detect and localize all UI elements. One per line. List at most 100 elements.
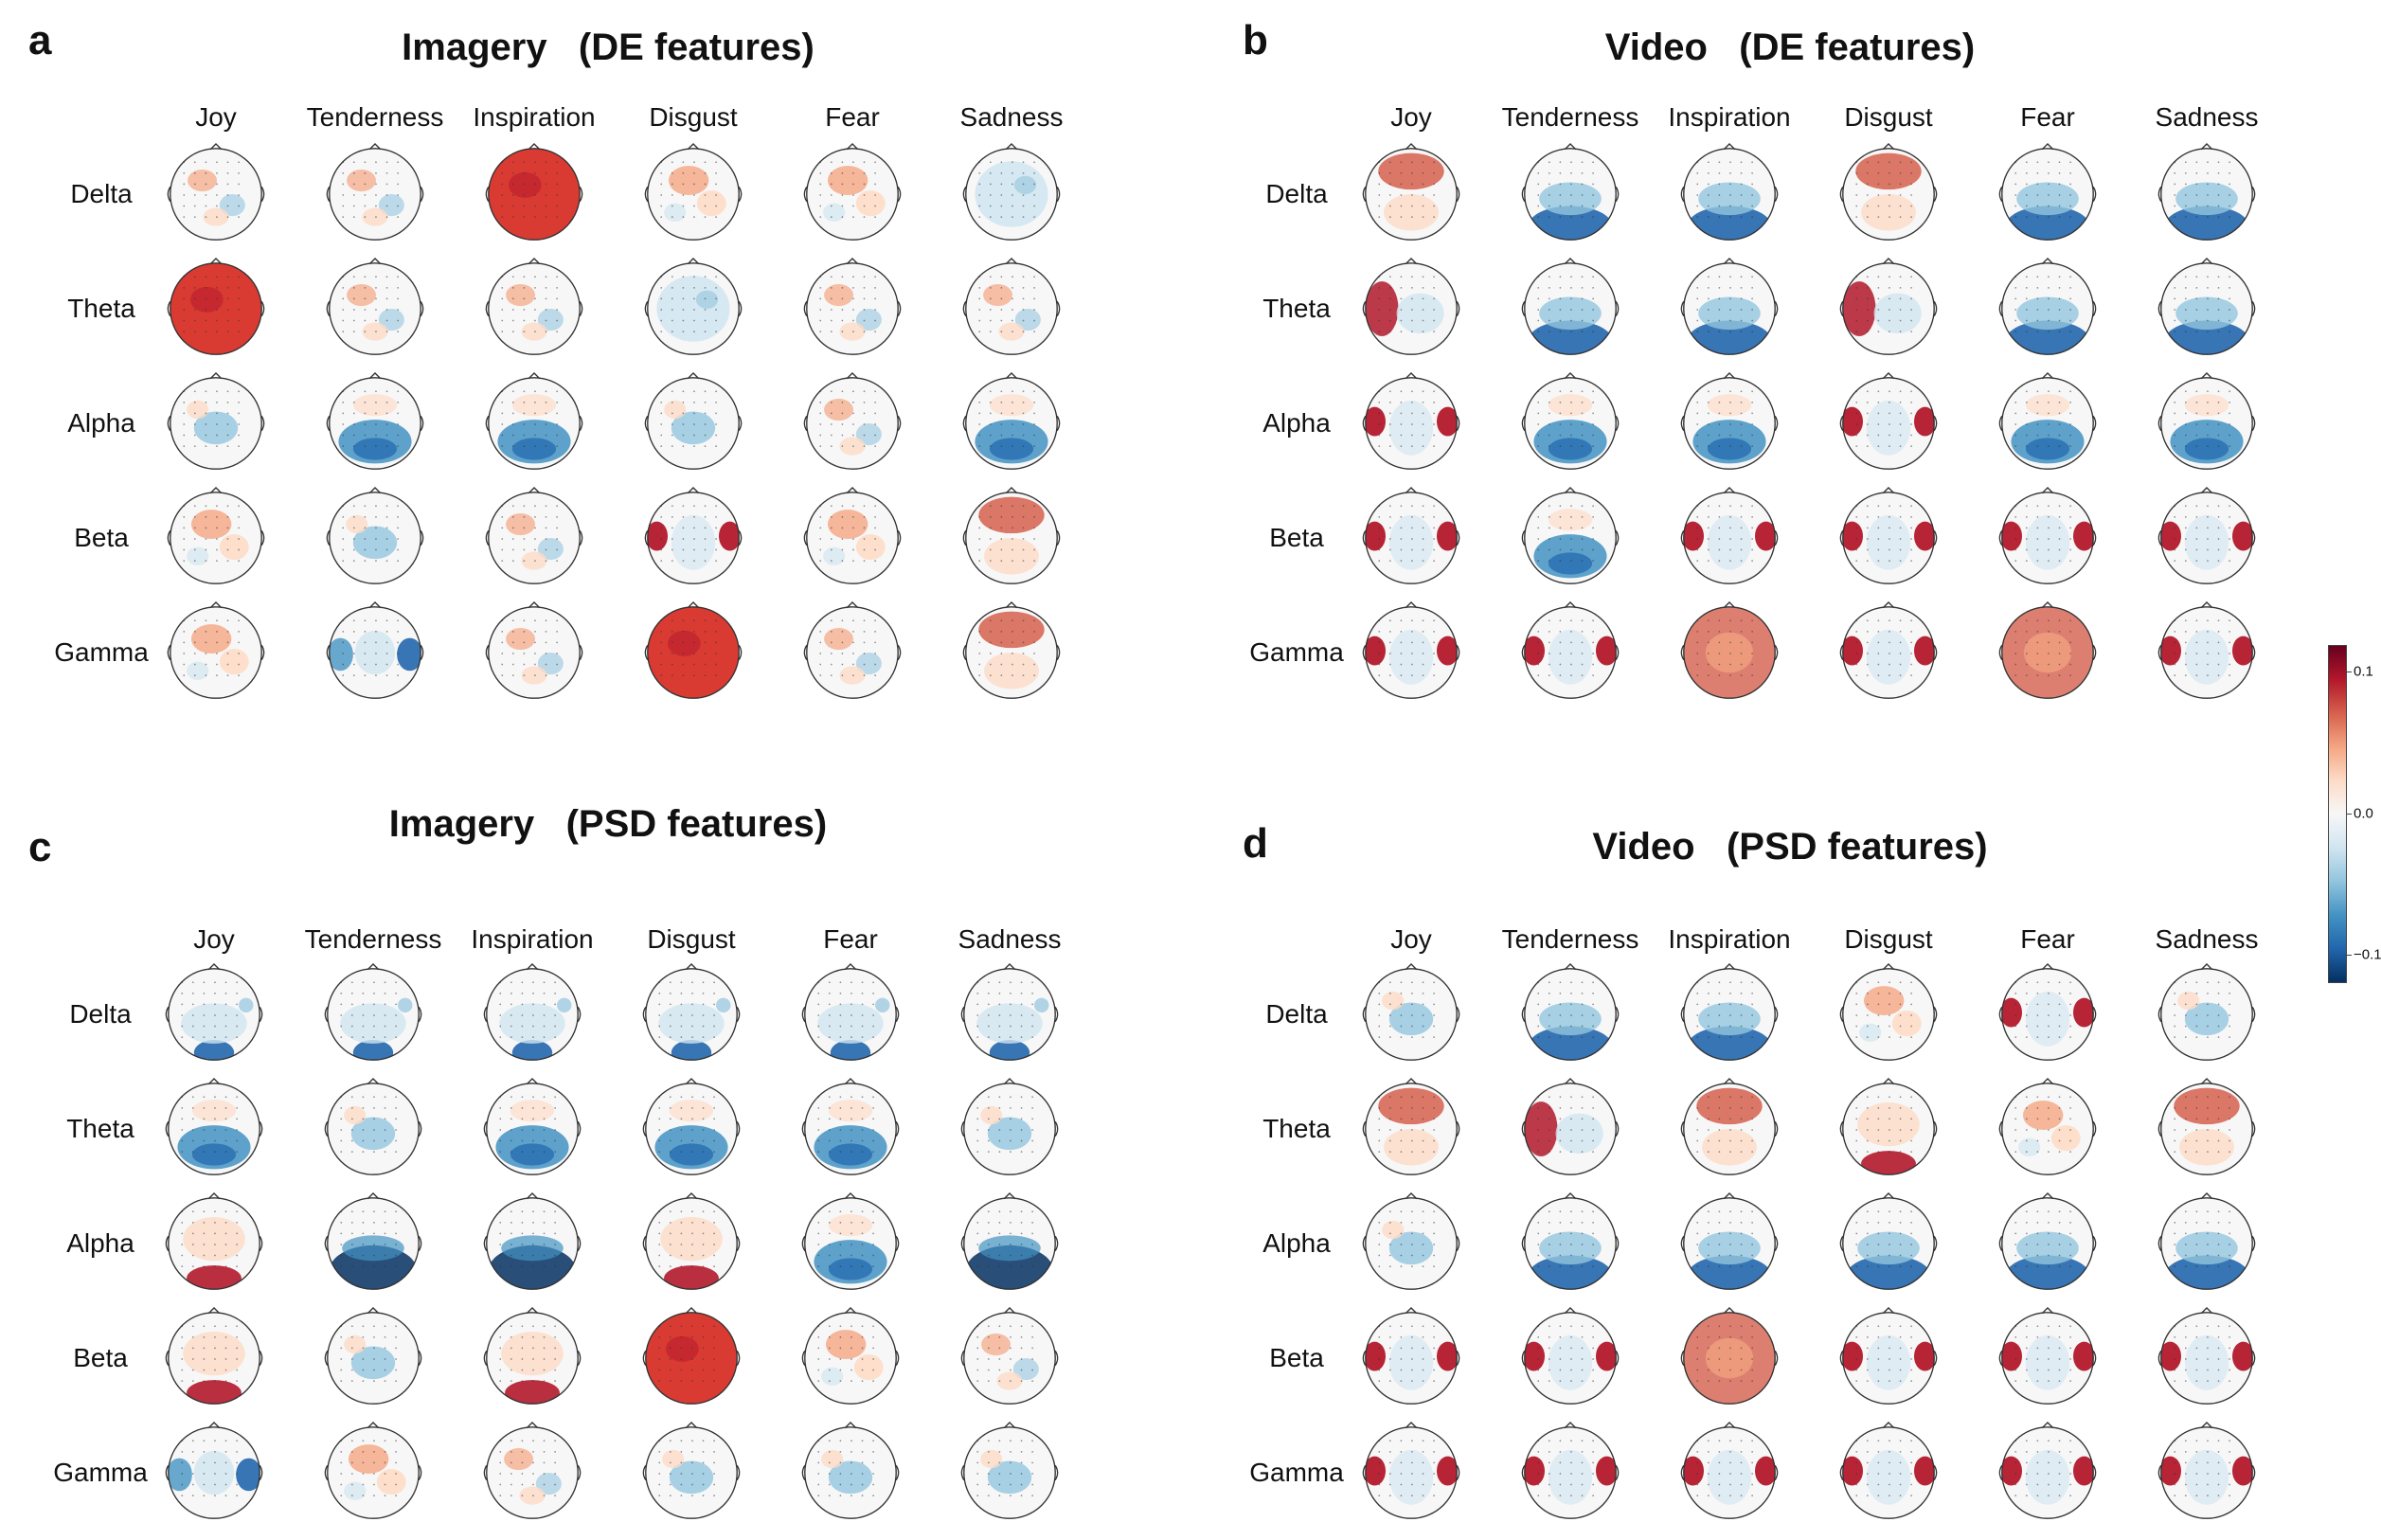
topomap <box>1521 143 1620 241</box>
panel-title: Video (DE features) <box>1604 27 1976 68</box>
topomap <box>642 1078 741 1175</box>
topomap <box>165 1422 263 1519</box>
topomap <box>2157 258 2256 355</box>
panel-title: Imagery (PSD features) <box>388 803 828 845</box>
topomap <box>167 601 265 699</box>
topomap <box>1521 487 1620 584</box>
band-label: Delta <box>1265 999 1328 1029</box>
topomap <box>1839 143 1938 241</box>
topomap <box>960 1307 1059 1405</box>
band-label: Beta <box>74 523 129 552</box>
topomap <box>1998 1192 2097 1290</box>
topomap <box>644 487 743 584</box>
emotion-label: Inspiration <box>471 924 594 954</box>
topomap <box>485 143 583 241</box>
topomap <box>2157 372 2256 470</box>
band-label: Theta <box>1262 1114 1331 1143</box>
panel-letter: b <box>1243 17 1268 63</box>
topomap <box>801 1192 900 1290</box>
band-label: Alpha <box>67 408 135 438</box>
topomap <box>1998 1422 2097 1519</box>
topomap <box>1839 372 1938 470</box>
colorbar-tickmark <box>2346 814 2352 815</box>
emotion-label: Fear <box>2020 924 2075 954</box>
topomap <box>165 963 263 1061</box>
topomap <box>324 1307 422 1405</box>
emotion-label: Disgust <box>649 102 738 132</box>
topomap <box>326 601 424 699</box>
topomap <box>1998 1078 2097 1175</box>
topomap <box>2157 143 2256 241</box>
topomap <box>803 143 902 241</box>
panel-letter: d <box>1243 820 1268 867</box>
topomap <box>165 1078 263 1175</box>
topomap <box>1839 487 1938 584</box>
topomap <box>960 1192 1059 1290</box>
emotion-label: Fear <box>2020 102 2075 132</box>
topomap <box>801 1307 900 1405</box>
emotion-label: Joy <box>195 102 237 132</box>
topomap <box>1680 1192 1779 1290</box>
emotion-label: Tenderness <box>304 924 442 954</box>
emotion-label: Sadness <box>958 924 1062 954</box>
topomap <box>803 601 902 699</box>
topomap <box>801 1078 900 1175</box>
topomap <box>962 372 1061 470</box>
panel-title: Video (PSD features) <box>1592 826 1988 868</box>
topomap <box>1839 1192 1938 1290</box>
panel-letter: a <box>28 17 52 63</box>
topomap <box>1362 1078 1460 1175</box>
topomap <box>483 963 582 1061</box>
topomap <box>1680 143 1779 241</box>
topomap <box>960 1078 1059 1175</box>
topomap <box>1680 487 1779 584</box>
topomap <box>1680 1078 1779 1175</box>
topomap <box>324 1192 422 1290</box>
band-label: Delta <box>69 999 132 1029</box>
topomap <box>1362 1307 1460 1405</box>
topomap <box>801 1422 900 1519</box>
emotion-label: Sadness <box>959 102 1064 132</box>
emotion-label: Disgust <box>647 924 736 954</box>
topomap <box>644 143 743 241</box>
band-label: Theta <box>1262 294 1331 323</box>
band-label: Gamma <box>1249 637 1344 667</box>
emotion-label: Joy <box>193 924 235 954</box>
topomap <box>803 487 902 584</box>
topomap <box>801 963 900 1061</box>
topomap <box>642 1307 741 1405</box>
topomap <box>167 143 265 241</box>
topomap <box>1521 601 1620 699</box>
topomap <box>1839 258 1938 355</box>
topomap <box>167 258 265 355</box>
colorbar-tick-label: 0.1 <box>2354 663 2373 680</box>
topomap <box>167 372 265 470</box>
topomap <box>485 601 583 699</box>
topomap <box>2157 1192 2256 1290</box>
topomap <box>165 1192 263 1290</box>
topomap <box>1521 1192 1620 1290</box>
topomap <box>1521 1307 1620 1405</box>
topomap <box>2157 1422 2256 1519</box>
emotion-label: Sadness <box>2155 102 2259 132</box>
topomap <box>962 601 1061 699</box>
topomap <box>326 258 424 355</box>
panel-letter: c <box>28 824 52 870</box>
topomap <box>644 258 743 355</box>
topomap <box>1362 601 1460 699</box>
topomap <box>1521 372 1620 470</box>
topomap <box>1998 258 2097 355</box>
topomap <box>1680 1307 1779 1405</box>
colorbar <box>2328 645 2347 983</box>
topomap <box>2157 487 2256 584</box>
band-label: Beta <box>1269 523 1324 552</box>
emotion-label: Tenderness <box>306 102 444 132</box>
band-label: Delta <box>1265 179 1328 208</box>
topomap <box>485 372 583 470</box>
topomap <box>1362 258 1460 355</box>
topomap <box>2157 963 2256 1061</box>
topomap <box>803 372 902 470</box>
band-label: Beta <box>1269 1343 1324 1372</box>
topomap <box>960 963 1059 1061</box>
topomap <box>1680 601 1779 699</box>
